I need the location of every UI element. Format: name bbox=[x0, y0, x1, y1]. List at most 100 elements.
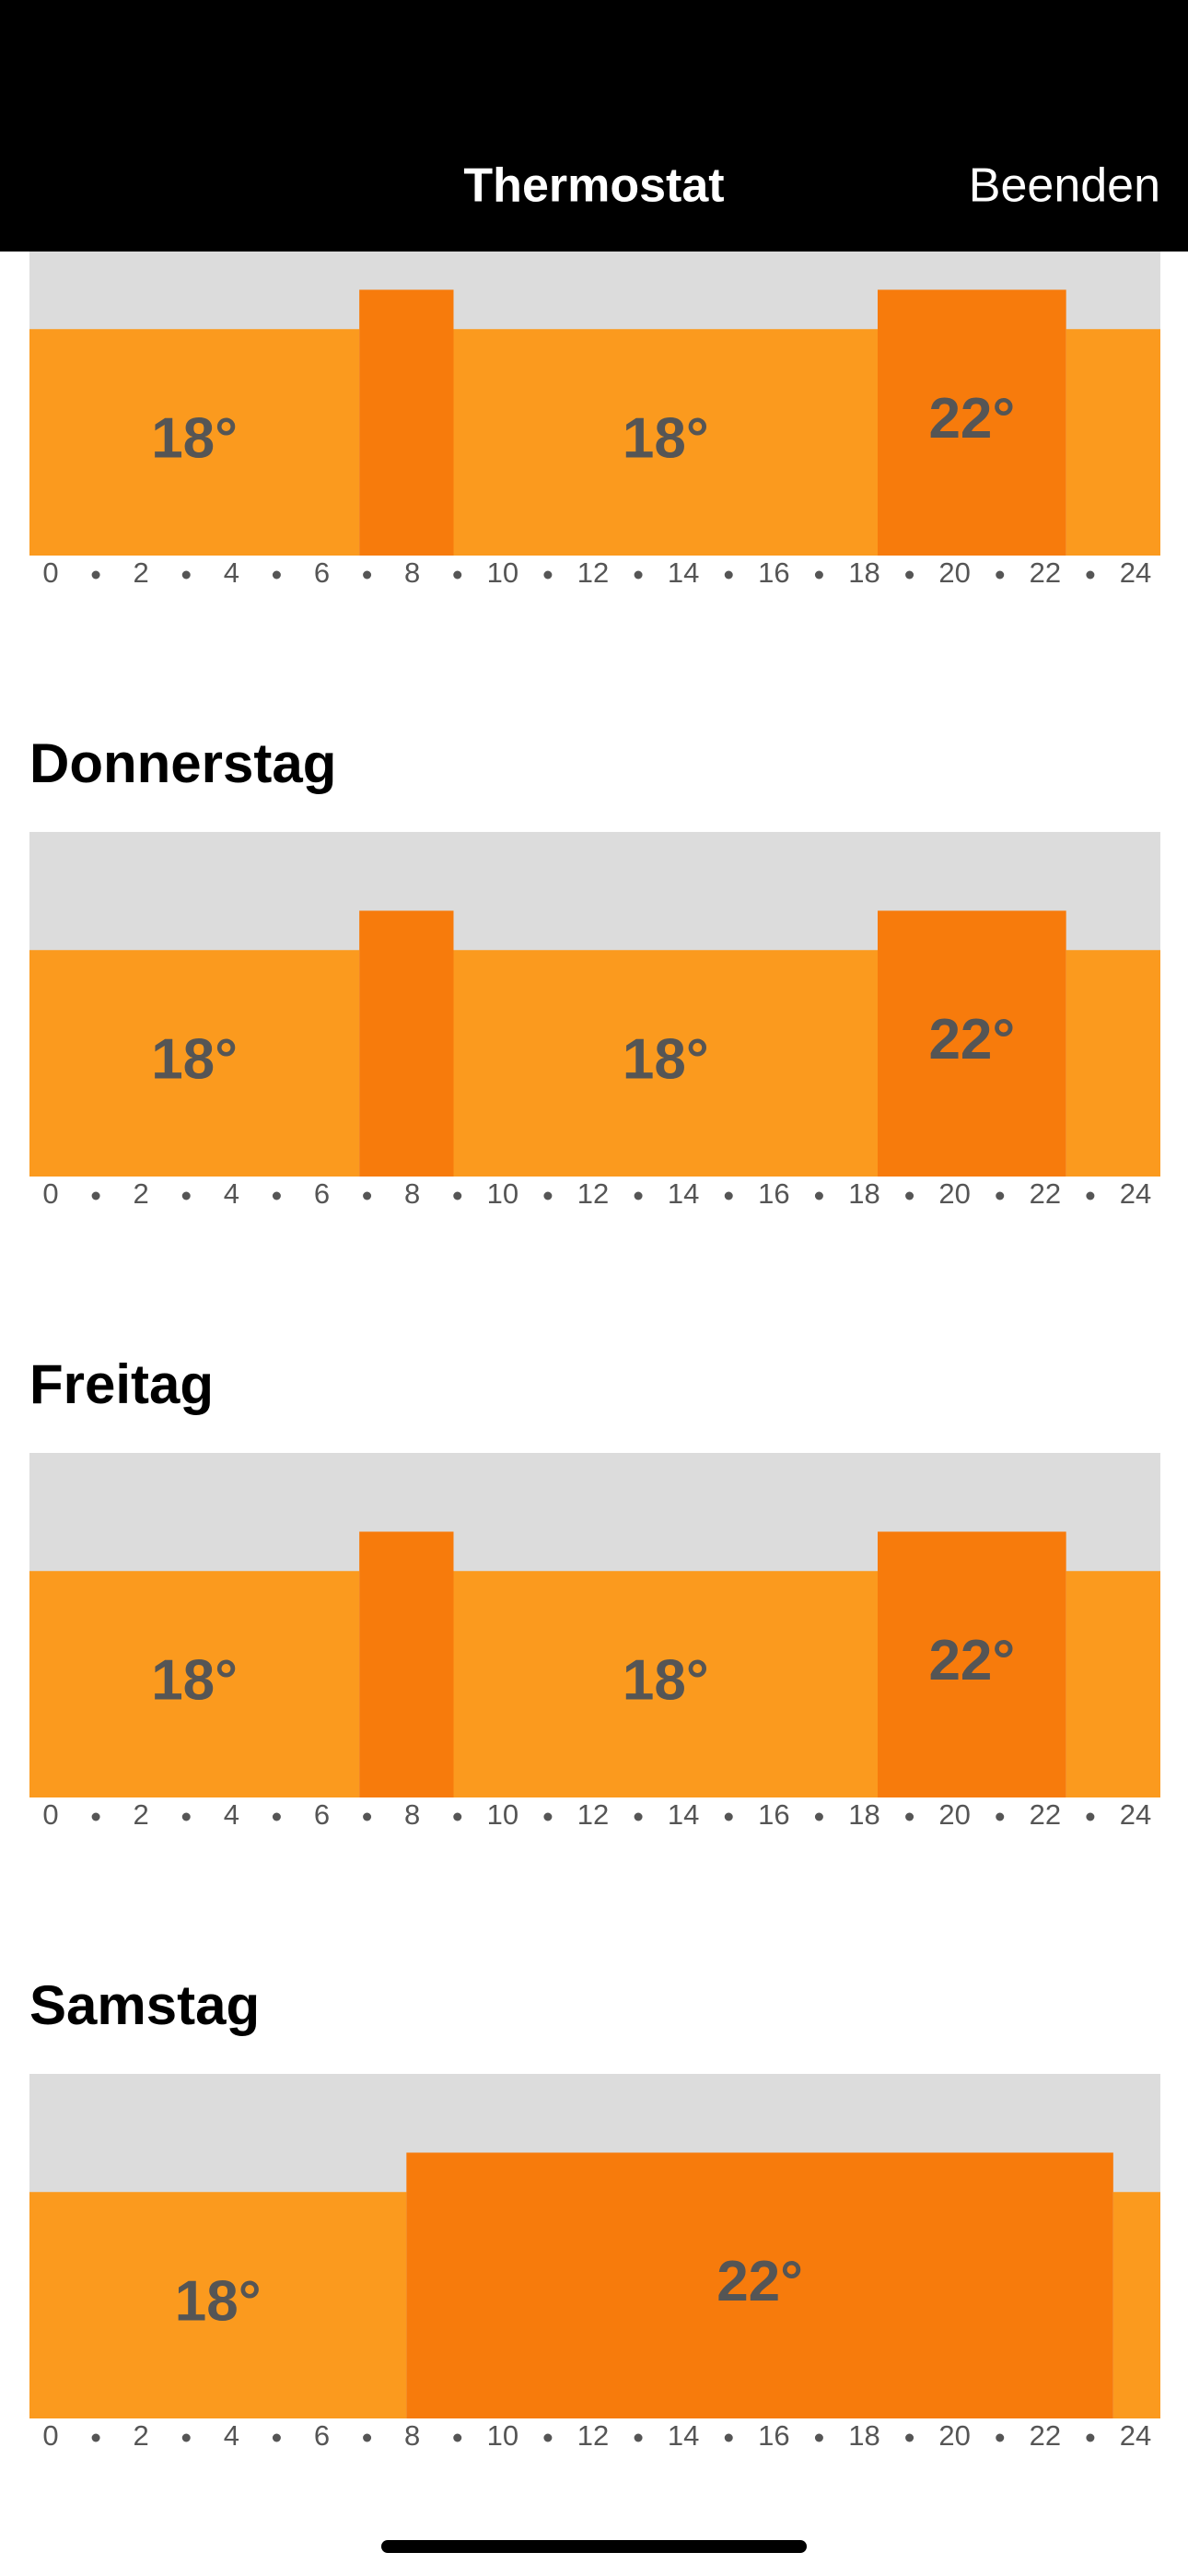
x-tick-label: 14 bbox=[668, 2419, 699, 2452]
x-tick-label: 0 bbox=[42, 2419, 58, 2452]
x-tick-label: 12 bbox=[577, 1798, 609, 1831]
x-tick-label: 10 bbox=[487, 556, 518, 589]
temperature-segment bbox=[878, 1531, 1066, 1797]
temperature-label: 18° bbox=[175, 2269, 262, 2333]
x-tick-label: 18 bbox=[848, 556, 879, 589]
tick-dot bbox=[996, 1191, 1005, 1200]
tick-dot bbox=[363, 2433, 372, 2442]
tick-dot bbox=[272, 1812, 281, 1821]
x-tick-label: 6 bbox=[314, 1177, 330, 1210]
temperature-segment bbox=[29, 1571, 360, 1797]
tick-dot bbox=[272, 1191, 281, 1200]
tick-dot bbox=[453, 2433, 462, 2442]
x-tick-label: 12 bbox=[577, 1177, 609, 1210]
day-title: Donnerstag bbox=[29, 732, 336, 794]
tick-dot bbox=[543, 2433, 553, 2442]
tick-dot bbox=[814, 1812, 823, 1821]
x-tick-label: 16 bbox=[758, 1798, 789, 1831]
nav-bar bbox=[0, 0, 1188, 252]
tick-dot bbox=[453, 1812, 462, 1821]
tick-dot bbox=[91, 2433, 100, 2442]
x-tick-label: 18 bbox=[848, 1177, 879, 1210]
day-title: Samstag bbox=[29, 1974, 260, 2036]
x-tick-label: 22 bbox=[1030, 556, 1061, 589]
x-tick-label: 2 bbox=[134, 1798, 149, 1831]
temperature-segment bbox=[359, 1531, 454, 1797]
x-tick-label: 14 bbox=[668, 556, 699, 589]
x-tick-label: 22 bbox=[1030, 1798, 1061, 1831]
x-tick-label: 4 bbox=[224, 2419, 239, 2452]
temperature-label: 18° bbox=[623, 406, 709, 470]
tick-dot bbox=[905, 1812, 914, 1821]
tick-dot bbox=[996, 570, 1005, 580]
tick-dot bbox=[814, 570, 823, 580]
tick-dot bbox=[724, 570, 733, 580]
x-tick-label: 10 bbox=[487, 1798, 518, 1831]
temperature-segment bbox=[453, 950, 878, 1177]
tick-dot bbox=[634, 2433, 643, 2442]
tick-dot bbox=[1086, 1191, 1095, 1200]
tick-dot bbox=[634, 1191, 643, 1200]
tick-dot bbox=[543, 1191, 553, 1200]
temperature-label: 22° bbox=[928, 1008, 1015, 1071]
temperature-segment bbox=[453, 329, 878, 556]
done-button[interactable]: Beenden bbox=[969, 159, 1160, 213]
x-tick-label: 8 bbox=[404, 1798, 420, 1831]
temperature-segment bbox=[29, 950, 360, 1177]
x-tick-label: 20 bbox=[938, 556, 970, 589]
x-tick-label: 24 bbox=[1120, 1798, 1151, 1831]
tick-dot bbox=[724, 1812, 733, 1821]
temperature-label: 18° bbox=[623, 1027, 709, 1091]
x-tick-label: 16 bbox=[758, 556, 789, 589]
schedule-list: 18° 18° 22°0 2 4 6 8 10 12 14 16 18 20 22 24Donnerstag… bbox=[29, 211, 1160, 2452]
x-tick-label: 2 bbox=[134, 556, 149, 589]
x-tick-label: 2 bbox=[134, 1177, 149, 1210]
tick-dot bbox=[814, 2433, 823, 2442]
tick-dot bbox=[363, 1191, 372, 1200]
x-tick-label: 8 bbox=[404, 2419, 420, 2452]
tick-dot bbox=[91, 570, 100, 580]
temperature-label: 18° bbox=[623, 1648, 709, 1712]
x-tick-label: 14 bbox=[668, 1798, 699, 1831]
x-tick-label: 24 bbox=[1120, 2419, 1151, 2452]
x-tick-label: 2 bbox=[134, 2419, 149, 2452]
tick-dot bbox=[1086, 570, 1095, 580]
x-tick-label: 6 bbox=[314, 2419, 330, 2452]
temperature-segment bbox=[29, 2192, 407, 2418]
x-tick-label: 14 bbox=[668, 1177, 699, 1210]
tick-dot bbox=[181, 570, 191, 580]
x-tick-label: 0 bbox=[42, 1798, 58, 1831]
tick-dot bbox=[363, 570, 372, 580]
x-tick-label: 18 bbox=[848, 1798, 879, 1831]
tick-dot bbox=[453, 570, 462, 580]
temperature-label: 18° bbox=[151, 1027, 238, 1091]
tick-dot bbox=[1086, 2433, 1095, 2442]
x-tick-label: 0 bbox=[42, 556, 58, 589]
x-tick-label: 16 bbox=[758, 2419, 789, 2452]
x-tick-label: 4 bbox=[224, 1798, 239, 1831]
x-tick-label: 24 bbox=[1120, 556, 1151, 589]
tick-dot bbox=[724, 1191, 733, 1200]
x-tick-label: 6 bbox=[314, 556, 330, 589]
x-tick-label: 12 bbox=[577, 2419, 609, 2452]
x-tick-label: 4 bbox=[224, 1177, 239, 1210]
x-tick-label: 10 bbox=[487, 1177, 518, 1210]
x-tick-label: 6 bbox=[314, 1798, 330, 1831]
tick-dot bbox=[905, 570, 914, 580]
nav-title: Thermostat bbox=[463, 159, 724, 213]
x-tick-label: 20 bbox=[938, 2419, 970, 2452]
tick-dot bbox=[181, 1812, 191, 1821]
x-tick-label: 22 bbox=[1030, 1177, 1061, 1210]
tick-dot bbox=[272, 2433, 281, 2442]
temperature-segment bbox=[453, 1571, 878, 1797]
temperature-label: 18° bbox=[151, 1648, 238, 1712]
day-title: Freitag bbox=[29, 1353, 214, 1415]
tick-dot bbox=[905, 1191, 914, 1200]
temperature-label: 22° bbox=[928, 387, 1015, 451]
x-tick-label: 8 bbox=[404, 556, 420, 589]
x-tick-label: 16 bbox=[758, 1177, 789, 1210]
tick-dot bbox=[91, 1812, 100, 1821]
temperature-label: 22° bbox=[928, 1629, 1015, 1692]
temperature-label: 22° bbox=[716, 2250, 803, 2313]
